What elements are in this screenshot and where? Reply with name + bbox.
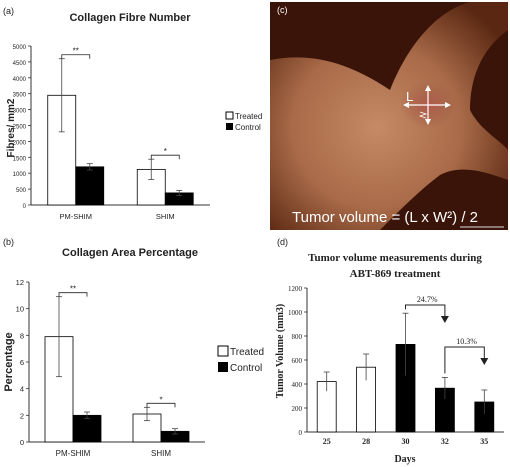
- y-tick-label: 2500: [13, 125, 27, 131]
- reduction-arrow: [405, 304, 446, 321]
- significance-bracket: [146, 402, 176, 408]
- significance-mark: **: [73, 47, 79, 56]
- significance-mark: *: [164, 147, 167, 156]
- y-tick-label: 4500: [13, 61, 27, 67]
- x-tick-label: PM-SHIM: [56, 449, 91, 458]
- arrowhead-left-icon: [403, 102, 409, 108]
- chart-b-legend: Treated Control: [217, 345, 264, 374]
- y-tick-label: 0: [299, 429, 303, 437]
- bar-control-pm-shim: [75, 166, 105, 206]
- chart-a-title: Collagen Fibre Number: [69, 12, 191, 24]
- x-tick-label: PM-SHIM: [60, 212, 93, 221]
- y-tick-label: 2000: [13, 140, 27, 146]
- panel-c-photo: L (c) Tumor volume = (L x W²) / 2: [270, 2, 508, 230]
- x-tick-label: 35: [480, 437, 488, 446]
- y-tick-label: 1200: [288, 285, 303, 293]
- panel-a-label: (a): [3, 6, 14, 16]
- x-tick-label: 32: [441, 437, 449, 446]
- arrowhead-right-icon: [445, 102, 451, 108]
- chart-d-title: Tumor volume measurements during: [308, 252, 482, 264]
- chart-d-plot: 0 200 400 600 800 1000 1200 25 28 30 32 35 24.7% 10.3…: [288, 285, 504, 446]
- legend-control-swatch: [218, 362, 228, 372]
- significance-bracket: [58, 292, 88, 297]
- panel-b-label: (b): [3, 237, 14, 247]
- legend-control-label: Control: [230, 363, 262, 374]
- x-tick-label: 25: [323, 437, 331, 446]
- mouse-body: [270, 2, 508, 230]
- panel-a: (a) Collagen Fibre Number Fibres/ mm2 0 5…: [3, 6, 262, 221]
- panel-c-label: (c): [277, 5, 288, 15]
- x-tick-label: SHIM: [156, 212, 175, 221]
- arrowhead-down-icon: [425, 119, 431, 125]
- y-tick-label: 500: [16, 188, 27, 194]
- chart-b-title: Collagen Area Percentage: [62, 247, 198, 259]
- reduction-arrow: [444, 346, 485, 374]
- x-tick-label: 30: [402, 437, 410, 446]
- y-tick-label: 200: [292, 405, 303, 413]
- significance-bracket: [61, 54, 91, 59]
- y-tick-label: 10: [16, 305, 24, 314]
- width-marker: [418, 111, 428, 119]
- x-tick-label: 28: [362, 437, 370, 446]
- chart-b-plot: 0 2 4 6 8 10 12 PM-SHIM ** SHIM *: [16, 278, 205, 458]
- panel-b: (b) Collagen Area Percentage Percentage …: [3, 237, 264, 458]
- panel-d-label: (d): [277, 237, 288, 247]
- chart-a-ylabel: Fibres/ mm2: [6, 98, 17, 157]
- y-tick-label: 8: [20, 331, 24, 340]
- y-tick-label: 1000: [13, 172, 27, 178]
- bar-control-pm-shim: [72, 414, 102, 443]
- y-tick-label: 1000: [288, 309, 303, 317]
- chart-a-plot: 0 500 1000 1500 2000 2500 3000 3500 4000 4500 5000…: [13, 45, 210, 221]
- reduction-label: 10.3%: [456, 337, 477, 346]
- y-tick-label: 600: [292, 357, 303, 365]
- panel-d: (d) Tumor volume measurements during ABT…: [275, 237, 504, 465]
- y-tick-label: 12: [16, 278, 24, 287]
- chart-d-subtitle: ABT-869 treatment: [350, 268, 441, 280]
- legend-treated-label: Treated: [235, 112, 262, 121]
- y-tick-label: 6: [20, 358, 24, 367]
- y-tick-label: 2: [20, 411, 24, 420]
- y-tick-label: 3500: [13, 93, 27, 99]
- y-tick-label: 3000: [13, 109, 27, 115]
- chart-a-legend: Treated Control: [225, 111, 262, 132]
- legend-control-label: Control: [235, 123, 261, 132]
- tumor-volume-formula: Tumor volume = (L x W²) / 2: [292, 209, 478, 226]
- reduction-label: 24.7%: [417, 295, 438, 304]
- y-tick-label: 800: [292, 333, 303, 341]
- chart-d-xlabel: Days: [394, 454, 415, 465]
- y-tick-label: 400: [292, 381, 303, 389]
- bar-treated-shim: [136, 168, 166, 206]
- y-tick-label: 4: [20, 385, 24, 394]
- legend-treated-swatch: [225, 111, 234, 120]
- arrowhead-icon: [440, 316, 449, 323]
- arrowhead-up-icon: [425, 85, 431, 91]
- chart-b-ylabel: Percentage: [3, 332, 15, 391]
- x-tick-label: SHIM: [151, 449, 171, 458]
- legend-treated-label: Treated: [230, 347, 264, 358]
- length-label: L: [406, 89, 413, 104]
- arrowhead-icon: [480, 358, 489, 365]
- y-tick-label: 0: [20, 438, 24, 447]
- legend-control-swatch: [226, 123, 233, 130]
- significance-mark: *: [159, 395, 162, 404]
- y-tick-label: 4000: [13, 77, 27, 83]
- y-tick-label: 0: [23, 204, 27, 210]
- y-tick-label: 5000: [13, 45, 27, 51]
- y-tick-label: 1500: [13, 156, 27, 162]
- significance-mark: **: [70, 285, 76, 294]
- legend-treated-swatch: [217, 345, 229, 357]
- chart-d-ylabel: Tumor Volume (mm3): [275, 304, 286, 398]
- significance-bracket: [150, 154, 180, 160]
